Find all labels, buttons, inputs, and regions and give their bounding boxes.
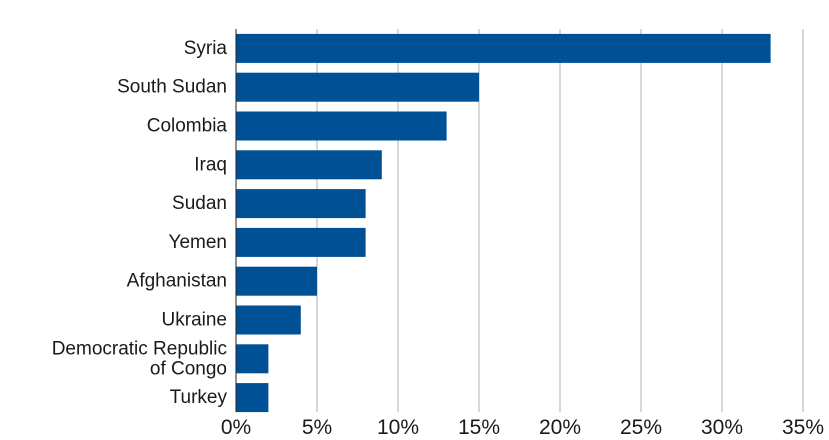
- bar-yemen: [236, 227, 366, 257]
- category-label: Ukraine: [162, 310, 227, 331]
- x-tick-label: 5%: [302, 416, 332, 439]
- category-label: Syria: [184, 38, 228, 59]
- category-label: Democratic Republic of Congo: [52, 338, 227, 379]
- x-tick-labels: 0% 5% 10% 15% 20% 25% 30% 35%: [221, 416, 824, 439]
- category-label: Yemen: [169, 232, 227, 253]
- bar-south-sudan: [236, 72, 479, 102]
- category-label: Iraq: [194, 154, 227, 175]
- x-tick-label: 25%: [620, 416, 662, 439]
- bars: [236, 33, 771, 413]
- bar-afghanistan: [236, 266, 317, 296]
- category-label: Afghanistan: [127, 271, 227, 292]
- bar-iraq: [236, 150, 382, 180]
- category-label: South Sudan: [117, 77, 227, 98]
- bar-ukraine: [236, 305, 301, 335]
- x-tick-label: 35%: [782, 416, 824, 439]
- x-tick-label: 20%: [539, 416, 581, 439]
- x-tick-label: 0%: [221, 416, 251, 439]
- x-tick-label: 30%: [701, 416, 743, 439]
- bar-sudan: [236, 189, 366, 219]
- category-label: Colombia: [147, 116, 228, 137]
- category-label: Sudan: [172, 193, 227, 214]
- x-tick-label: 15%: [458, 416, 500, 439]
- x-tick-label: 10%: [377, 416, 419, 439]
- bar-syria: [236, 33, 771, 63]
- bar-colombia: [236, 111, 447, 141]
- bar-democratic-republic-of-congo: [236, 344, 269, 374]
- category-labels: Syria South Sudan Colombia Iraq Sudan Yemen Af…: [52, 38, 228, 408]
- bar-turkey: [236, 383, 269, 413]
- category-label: Turkey: [170, 387, 228, 408]
